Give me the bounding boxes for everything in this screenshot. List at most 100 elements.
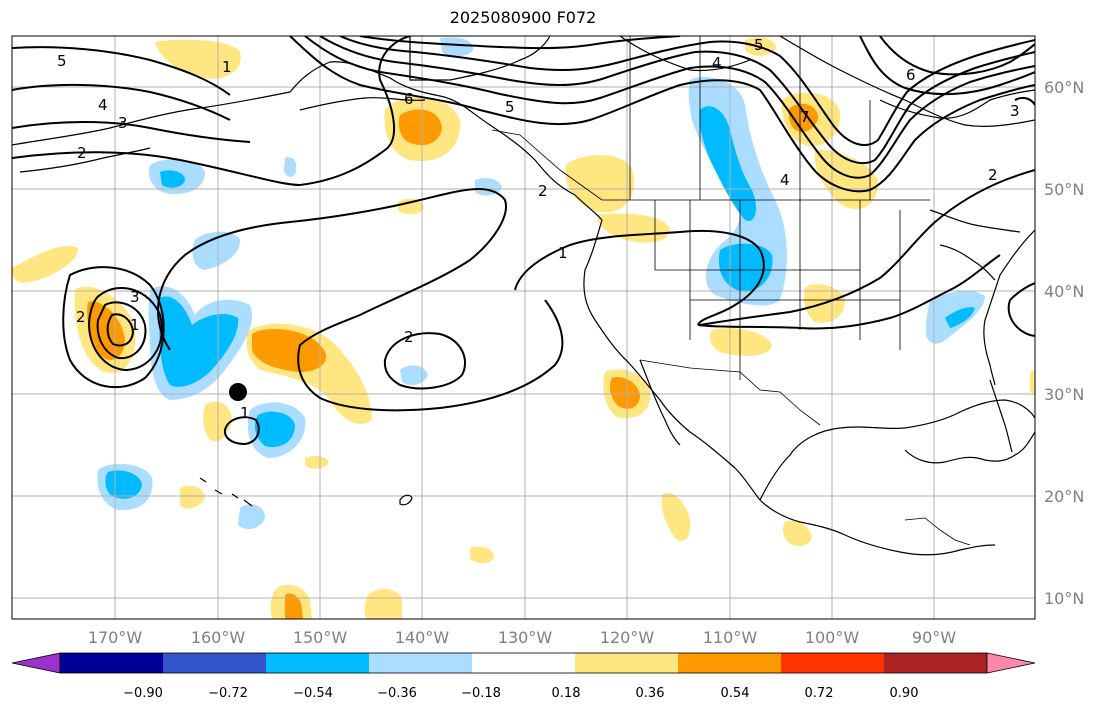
coastline-canada-north [619,36,1035,127]
contour-line [62,266,165,389]
positive-area [155,39,241,79]
coastline-florida [989,379,1013,453]
colorbar-tick-label: −0.18 [461,686,501,701]
contour-label: 2 [77,144,87,162]
lon-label: 110°W [703,628,758,647]
negative-area [400,365,428,386]
border-province [629,36,871,200]
contour-label: 2 [76,308,86,326]
coastline-hudson [879,89,1035,119]
contour-line [339,36,1035,146]
colorbar-tick-label: 0.18 [552,686,581,701]
contour-line [359,36,681,50]
colorbar-tick-label: −0.54 [293,686,333,701]
positive-area [398,109,442,146]
positive-area [710,328,772,356]
colorbar-segment [575,653,679,673]
contour-label: 1 [222,58,232,76]
negative-area [475,178,502,196]
positive-area [783,520,812,547]
contour-line [12,121,251,143]
colorbar-tick-label: 0.54 [721,686,750,701]
contour-line [289,36,1035,193]
positive-area [180,485,205,509]
colorbar-segment [678,653,782,673]
colorbar-segment [163,653,267,673]
positive-area [285,593,303,619]
lat-label: 40°N [1044,282,1084,301]
map-panel: 5 4 3 2 1 3 2 1 1 2 1 2 4 5 6 6 7 4 5 3 … [12,36,1035,619]
contour-label: 5 [754,36,764,54]
contour-line [514,229,765,326]
positive-area [814,149,879,209]
coastline-hawaii [199,477,253,507]
colorbar-segment [369,653,473,673]
contour-label: 5 [57,52,67,70]
lat-label: 20°N [1044,487,1084,506]
colorbar-segment [472,653,576,673]
negative-area [945,307,975,328]
positive-area [565,155,635,213]
contour-line [699,169,1035,326]
colorbar-tick-label: −0.90 [123,686,163,701]
positive-area [610,376,640,409]
coastline-westcoast [583,219,996,556]
colorbar-extend-high [986,652,1036,674]
negative-area [254,411,295,448]
contour-line [223,416,260,446]
colorbar-tick-label: 0.90 [890,686,919,701]
negative-area [192,231,240,270]
positive-area [398,198,424,215]
coastline-alaska-south [299,96,426,111]
positive-area [12,246,79,283]
coastline-baja [639,359,681,446]
border-alaska-canada [409,36,603,201]
border-central-america [904,517,971,546]
colorbar-tick-label: 0.72 [805,686,834,701]
colorbar [11,652,1036,674]
political-borders [409,36,971,546]
border-state [654,200,901,380]
lon-label: 90°W [912,628,956,647]
coastline-hawaii-islands [399,494,413,506]
colorbar-extend-low [11,652,61,674]
coastline-gulf-of-mexico [759,399,1035,501]
negative-area [238,504,265,530]
contour-label: 2 [538,182,548,200]
contour-line [12,83,231,121]
contour-label: 1 [240,404,250,422]
contour-label: 1 [130,316,140,334]
coastlines [12,36,1035,556]
negative-area [718,243,773,292]
lat-label: 10°N [1044,589,1084,608]
contour-line [319,36,1035,165]
positive-area [661,492,691,541]
colorbar-segment [781,653,885,673]
coastline-arctic [409,36,551,81]
latitude-labels: 60°N 50°N 40°N 30°N 20°N 10°N [1044,78,1084,608]
positive-area [788,103,818,132]
colorbar-segment [884,653,988,673]
colorbar-tick-label: −0.72 [208,686,248,701]
lat-label: 30°N [1044,385,1084,404]
contour-label: 6 [906,66,916,84]
contour-label: 3 [118,114,128,132]
map-title: 2025080900 F072 [449,8,597,27]
lon-label: 150°W [293,628,348,647]
colorbar-segment [266,653,370,673]
positive-area [597,213,670,243]
contour-label: 1 [558,244,568,262]
station-marker [229,383,247,401]
contour-label: 2 [404,328,414,346]
negative-area [284,157,297,178]
negative-area [699,106,756,221]
lon-label: 160°W [191,628,246,647]
colorbar-segment [60,653,164,673]
contour-line [96,301,147,360]
contour-label: 7 [800,108,810,126]
positive-area [305,456,329,469]
colorbar-tick-labels: −0.90 −0.72 −0.54 −0.36 −0.18 0.18 0.36 … [123,686,918,701]
contour-line [879,36,1035,76]
negative-area [160,170,185,188]
coastline-east [983,229,1035,386]
